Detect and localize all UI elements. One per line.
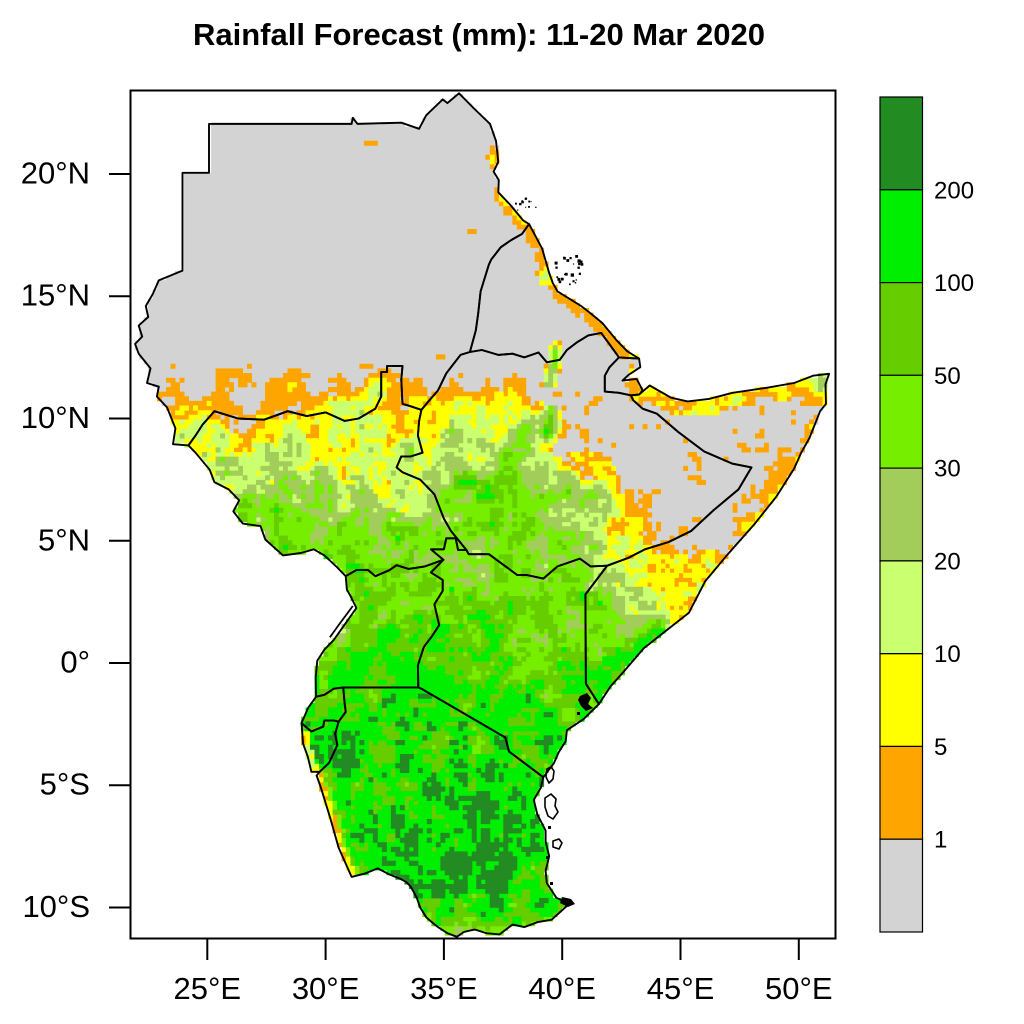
svg-text:35°E: 35°E — [410, 971, 478, 1006]
svg-text:0°: 0° — [60, 645, 90, 680]
svg-text:10: 10 — [934, 641, 961, 668]
svg-text:50: 50 — [934, 363, 961, 390]
svg-text:25°E: 25°E — [174, 971, 242, 1006]
svg-text:30°E: 30°E — [292, 971, 360, 1006]
svg-text:15°N: 15°N — [21, 278, 90, 313]
svg-text:30: 30 — [934, 456, 961, 483]
svg-text:200: 200 — [934, 177, 974, 204]
svg-text:50°E: 50°E — [765, 971, 833, 1006]
svg-text:20°N: 20°N — [21, 156, 90, 191]
svg-text:5°N: 5°N — [38, 522, 90, 557]
svg-text:100: 100 — [934, 270, 974, 297]
svg-text:10°S: 10°S — [22, 889, 90, 924]
svg-text:1: 1 — [934, 827, 947, 854]
svg-text:10°N: 10°N — [21, 400, 90, 435]
svg-text:45°E: 45°E — [647, 971, 715, 1006]
svg-text:5: 5 — [934, 734, 947, 761]
svg-text:40°E: 40°E — [528, 971, 596, 1006]
svg-text:20: 20 — [934, 548, 961, 575]
svg-text:5°S: 5°S — [40, 767, 90, 802]
svg-text:Rainfall Forecast (mm): 11-20: Rainfall Forecast (mm): 11-20 Mar 2020 — [193, 17, 765, 52]
